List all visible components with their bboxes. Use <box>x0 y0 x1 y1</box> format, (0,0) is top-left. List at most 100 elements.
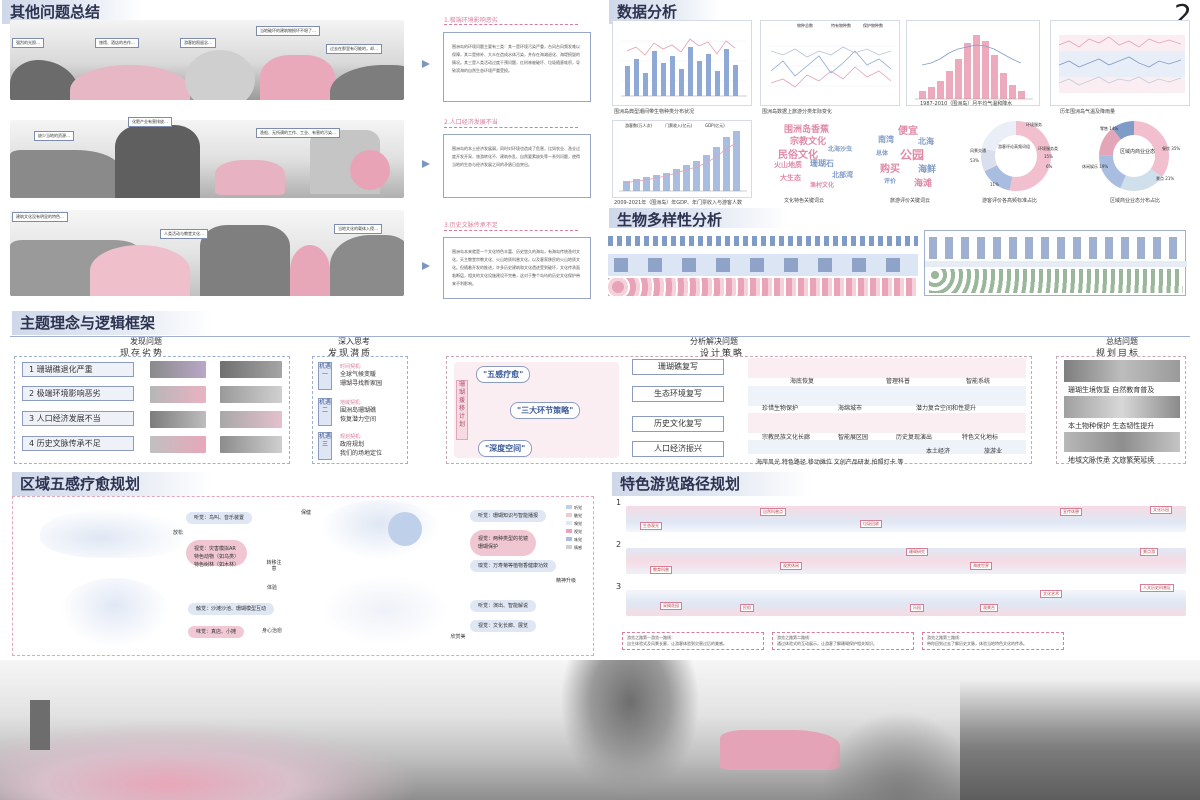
goal-photo <box>1064 432 1180 452</box>
chart-gdp-tourists: 游客数(万人次) 门票收入(亿元) GDP(亿元) <box>612 120 752 198</box>
route-tag: 自然科普点 <box>760 508 786 516</box>
chart-annual-svg <box>1058 35 1185 93</box>
legend-label: 情感 <box>574 545 582 550</box>
strategy-ribbon: "三大环节策略" <box>510 402 581 419</box>
donut-tourist-reviews: 游客评论高频词组 风景交通 环境服务 环境服务类 11% 53% 15% 6% <box>966 118 1066 194</box>
sense-tag: 体验 <box>266 585 277 591</box>
issue-thumbnail <box>150 386 206 403</box>
legend-swatch <box>566 513 572 517</box>
sense-tag: 保健 <box>300 510 311 516</box>
cloud-word: 评价 <box>884 178 897 185</box>
sense-scene-1 <box>40 508 190 558</box>
issue-heading: 1.极端环境影响恶劣 <box>444 17 498 24</box>
cloud-word: 围洲岛香蕉 <box>784 125 830 135</box>
sense-pill: 听觉：鸟叫、音乐装置 <box>186 512 253 524</box>
legend-label: 触觉 <box>574 513 582 518</box>
chart-species-distribution <box>612 20 752 106</box>
strategy-sketch-row <box>748 413 1026 433</box>
donut-label: 15% <box>1044 154 1053 159</box>
cloud-word: 南湾 <box>878 135 894 144</box>
cloud-word: 购买 <box>880 164 900 175</box>
cloud-word: 海滩 <box>914 179 933 189</box>
issue-callout: 当地破坏的建筑物损坏不堪了… <box>256 26 320 36</box>
route-tag: 乐园 <box>910 604 924 612</box>
strategy-item: 生态环境复写 <box>632 386 724 402</box>
cloud-word: 珊瑚石 <box>810 159 834 168</box>
divider <box>925 261 1187 267</box>
issue-callout: 渔船、无所谓的工作、工业、有害的污染… <box>256 128 340 138</box>
issue-thumbnail <box>220 361 282 378</box>
donut-label: 景点 21% <box>1156 176 1175 181</box>
issue-card-1: 围洲岛的环境问题主要有三类：其一是环境污染严重，台风台风频发难以保障，其二是修补… <box>443 32 591 102</box>
issue-heading: 2.人口经济发展不当 <box>444 119 498 126</box>
arrow-right-icon <box>422 160 430 168</box>
issue-text: 围洲岛的本土经济发展弱，同时对环境也造成了危害，比如农业、渔业过度开发开采、旅游… <box>452 146 580 167</box>
sense-pill: 听觉：演出、智能解说 <box>470 600 537 612</box>
issue-callout: 过去在那里有可能的，却… <box>326 44 382 54</box>
species-row-plants <box>929 269 1183 293</box>
chart-climate-svg <box>915 35 1033 100</box>
framework-col-head: 发现问题 <box>130 337 162 346</box>
issue-thumbnail <box>150 411 206 428</box>
mechanism-text: 我们的场地定位 <box>340 450 383 457</box>
cloud-word: 总体 <box>876 150 889 157</box>
donut-label: 53% <box>970 158 979 163</box>
sense-scene-sun <box>388 512 422 546</box>
route-strip[interactable] <box>626 506 1186 532</box>
issue-photo-1 <box>10 20 404 100</box>
sense-tag: 放松 <box>172 530 183 536</box>
issue-callout: 强烈的光照… <box>12 38 44 48</box>
donut-label: 6% <box>1046 164 1053 169</box>
legend-label: 味觉 <box>574 537 582 542</box>
framework-col-sub: 规划目标 <box>1096 349 1141 359</box>
issue-callout: 游客拍照留念… <box>180 38 216 48</box>
sketch-label: 珍惜生物保护 <box>762 405 799 412</box>
issue-callout: 旅馆、酒店的合作… <box>95 38 139 48</box>
donut-label: 环境服务 <box>1026 122 1042 127</box>
donut-label: 11% <box>990 182 999 187</box>
cloud-word: 北海 <box>918 137 934 146</box>
issue-heading: 3.历史文脉传承不足 <box>444 222 498 229</box>
mechanism-text: 全球气候变暖 <box>340 371 377 378</box>
species-row-fish-icons <box>608 236 918 246</box>
route-note: 游览之路第二路线： 通过体验式的互动展示，让游客了解珊瑚保护相关知识。 <box>772 632 914 650</box>
issue-card-2: 围洲岛的本土经济发展弱，同时对环境也造成了危害，比如农业、渔业过度开发开采、旅游… <box>443 134 591 198</box>
route-number: 1 <box>616 498 622 507</box>
issue-thumbnail <box>220 436 282 453</box>
framework-issue: 1 珊瑚礁退化严重 <box>22 362 134 377</box>
sketch-label: 历史复现演出 <box>896 434 933 441</box>
legend-label: GDP(亿元) <box>705 123 725 128</box>
strategy-side-tag: 珊瑚援移计划 <box>456 380 468 440</box>
sense-scene-3 <box>320 500 440 560</box>
chart-caption: 游客评价各高频标准占比 <box>982 198 1038 204</box>
divider <box>444 24 578 25</box>
species-row-coral <box>608 278 918 296</box>
issue-photo-2 <box>10 120 404 198</box>
divider <box>444 127 578 128</box>
legend-label: 物种总数 <box>797 23 813 28</box>
route-tag: 教育科普 <box>650 566 672 574</box>
species-row-birds <box>929 237 1183 259</box>
panorama-waves <box>0 720 420 800</box>
framework-issue: 2 极端环境影响恶劣 <box>22 386 134 401</box>
cloud-word: 火山地质 <box>774 161 802 169</box>
strategy-item: 人口经济振兴 <box>632 441 724 457</box>
chart-caption: 2009-2021年（围洲岛）年GDP、年门票收入与游客人数 <box>614 200 742 206</box>
framework-col-head: 深入思考 <box>338 337 370 346</box>
section-title-route: 特色游览路径规划 <box>612 472 812 496</box>
route-tag: 宣传休憩 <box>1060 508 1082 516</box>
donut-label: 餐饮 35% <box>1162 146 1181 151</box>
donut-label: 休闲娱乐 19% <box>1082 164 1109 169</box>
chart-gdp-svg <box>619 131 747 192</box>
route-tag: 文化艺术 <box>1040 590 1062 598</box>
route-strip[interactable] <box>626 590 1186 616</box>
panorama-people <box>820 710 980 800</box>
issue-thumbnail <box>150 436 206 453</box>
sketch-label: 潜力复合空间和性提升 <box>916 405 977 412</box>
sketch-label: 管理科普 <box>886 378 911 385</box>
route-tag: 人文历史科普区 <box>1140 584 1174 592</box>
donut-label: 环境服务类 <box>1038 146 1058 151</box>
legend-swatch <box>566 521 572 525</box>
sense-tag: 精神升级 <box>556 578 577 584</box>
sketch-label: 智能展区园 <box>838 434 869 441</box>
